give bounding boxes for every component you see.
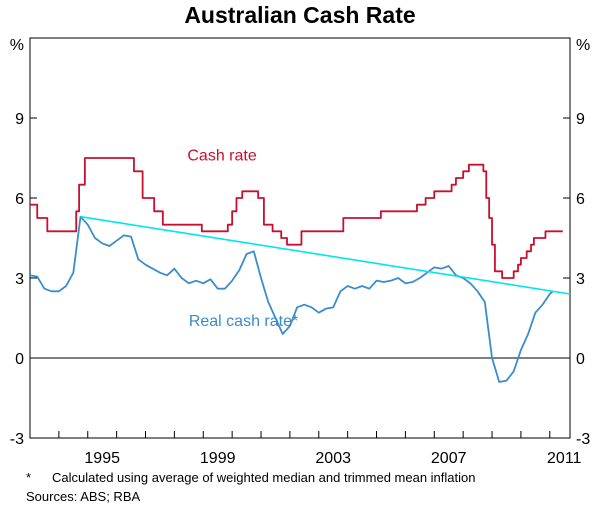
- footnote: * Calculated using average of weighted me…: [26, 470, 475, 485]
- footnote-marker: *: [26, 470, 32, 485]
- x-tick-label: 2011: [547, 450, 582, 467]
- plot-frame: [29, 37, 571, 439]
- real-cash-rate-line: [29, 215, 554, 383]
- sources-note: Sources: ABS; RBA: [26, 489, 141, 504]
- y-tick-label-right: 9: [576, 111, 585, 128]
- y-tick-label-left: 0: [15, 351, 24, 368]
- x-tick-label: 2003: [315, 450, 351, 467]
- y-tick-label-right: -3: [576, 431, 590, 448]
- chart-title: Australian Cash Rate: [184, 2, 416, 28]
- y-unit-right: %: [576, 37, 590, 54]
- axes: -3 -3 0 0 3 3 6 6 9 9% % 1995 1999 2003 2007 2011: [10, 37, 591, 467]
- y-tick-label-left: 9: [15, 111, 24, 128]
- x-tick-label: 1995: [84, 450, 120, 467]
- series-layer: [29, 157, 571, 383]
- real-cash-rate-label: Real cash rate*: [189, 313, 298, 330]
- y-tick-label-right: 0: [576, 351, 585, 368]
- x-tick-label: 2007: [431, 450, 467, 467]
- y-tick-label-right: 3: [576, 271, 585, 288]
- footnote-text: Calculated using average of weighted med…: [52, 470, 476, 485]
- y-tick-label-left: 6: [15, 191, 24, 208]
- labels-layer: Cash rate Real cash rate*: [187, 148, 298, 330]
- trend-line: [80, 215, 571, 295]
- cash-rate-label: Cash rate: [187, 148, 256, 165]
- y-tick-label-right: 6: [576, 191, 585, 208]
- y-unit-left: %: [10, 37, 24, 54]
- y-tick-label-left: 3: [15, 271, 24, 288]
- y-tick-label-left: -3: [10, 431, 24, 448]
- cash-rate-line: [30, 157, 563, 279]
- x-tick-label: 1999: [200, 450, 236, 467]
